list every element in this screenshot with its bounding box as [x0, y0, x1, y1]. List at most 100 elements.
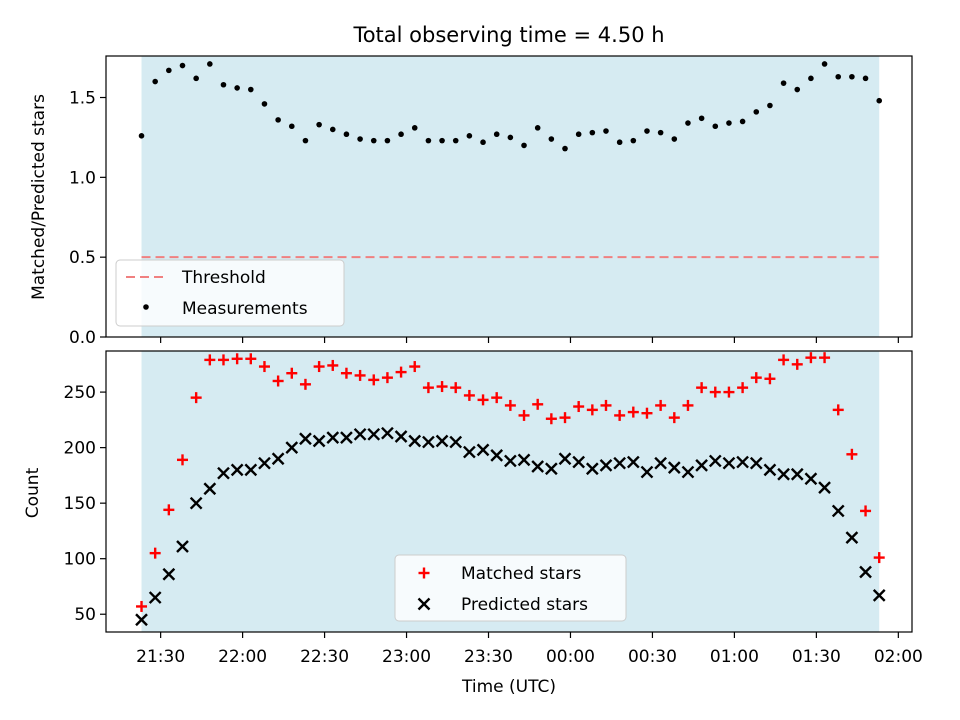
data-point: [644, 128, 650, 134]
matched-star-point: [559, 412, 571, 424]
predicted-star-point: [585, 462, 599, 476]
data-point: [753, 109, 760, 115]
legend: Threshold Measurements: [115, 259, 345, 327]
data-point: [548, 136, 555, 142]
predicted-star-point: [749, 456, 763, 470]
predicted-star-point: [189, 496, 203, 510]
matched-star-point: [709, 386, 721, 398]
predicted-star-point: [312, 434, 326, 448]
predicted-star-point: [531, 460, 545, 473]
predicted-star-point: [367, 427, 381, 441]
predicted-star-point: [422, 435, 435, 449]
matched-star-point: [791, 358, 803, 370]
x-axis-label: Time (UTC): [461, 677, 556, 697]
predicted-star-point: [230, 463, 244, 477]
predicted-star-point: [326, 431, 340, 444]
predicted-star-point: [244, 463, 258, 477]
predicted-star-point: [872, 588, 886, 602]
predicted-star-point: [626, 455, 640, 469]
data-point: [248, 86, 254, 93]
data-point: [698, 115, 705, 122]
predicted-star-point: [517, 453, 531, 467]
legend: Matched stars Predicted stars: [394, 554, 627, 622]
data-point: [685, 120, 691, 126]
data-point: [398, 131, 404, 138]
data-point: [384, 137, 391, 144]
predicted-star-point: [654, 456, 667, 470]
matched-star-point: [764, 373, 776, 385]
matched-star-point: [354, 369, 366, 381]
predicted-star-point: [299, 432, 312, 446]
predicted-star-point: [504, 454, 517, 468]
matched-star-point: [627, 406, 639, 418]
matched-star-point: [586, 404, 598, 416]
data-point: [507, 134, 514, 141]
matched-star-point: [600, 399, 612, 411]
legend-predicted-swatch: [417, 597, 431, 611]
y-ticks: 0.0 0.5 1.0 1.5: [69, 89, 106, 348]
matched-star-point: [299, 378, 311, 390]
data-point: [220, 81, 227, 88]
matched-star-point: [696, 382, 708, 394]
predicted-star-point: [417, 597, 431, 611]
x-tick-label: 02:00: [874, 647, 923, 667]
predicted-star-point: [449, 435, 463, 449]
legend-measurements-label: Measurements: [182, 299, 308, 319]
matched-star-point: [272, 375, 284, 387]
x-tick-label: 01:30: [792, 647, 841, 667]
data-point: [862, 75, 869, 82]
x-tick-label: 00:30: [628, 647, 677, 667]
data-point: [261, 101, 268, 107]
predicted-star-point: [545, 462, 558, 476]
predicted-star-point: [763, 463, 777, 477]
matched-star-point: [217, 354, 229, 366]
predicted-star-point: [845, 531, 859, 544]
x-tick-label: 00:00: [546, 647, 595, 667]
matched-star-point: [504, 399, 516, 411]
measurement-points: [138, 61, 883, 152]
matched-star-point: [491, 392, 503, 404]
x-tick-label: 21:30: [136, 647, 185, 667]
y-ticks: 50 100 150 200 250: [64, 383, 106, 625]
matched-star-point: [368, 374, 380, 386]
data-point: [534, 125, 541, 131]
matched-star-point: [231, 353, 243, 365]
legend-threshold-label: Threshold: [181, 268, 266, 288]
matched-star-point: [313, 361, 325, 373]
matched-star-point: [832, 404, 844, 416]
data-point: [562, 145, 568, 152]
predicted-star-point: [572, 455, 586, 469]
data-point: [275, 117, 281, 123]
y-axis-label: Matched/Predicted stars: [29, 94, 49, 300]
matched-star-point: [778, 354, 790, 366]
data-point: [193, 75, 199, 82]
x-tick-label: 23:30: [464, 647, 513, 667]
matched-star-point: [409, 361, 421, 373]
ratio-plot: Total observing time = 4.50 h 0.0 0.5 1.0 1…: [29, 23, 913, 348]
matched-star-point: [518, 409, 530, 421]
predicted-star-point: [790, 467, 804, 481]
plot-frame: [105, 350, 913, 633]
y-tick-label: 0.5: [69, 248, 96, 268]
predicted-star-point: [476, 443, 490, 457]
data-point: [739, 118, 746, 125]
predicted-star-point: [258, 456, 271, 470]
matched-star-point: [723, 386, 735, 398]
predicted-star-point: [394, 430, 408, 443]
data-point: [234, 85, 240, 91]
predicted-star-point: [148, 591, 162, 604]
data-point: [493, 131, 500, 138]
matched-star-point: [860, 505, 872, 517]
data-point: [671, 136, 678, 142]
predicted-star-point: [162, 567, 176, 581]
predicted-star-point: [859, 565, 872, 579]
predicted-star-point: [708, 454, 722, 468]
data-point: [207, 61, 213, 67]
data-point: [370, 137, 377, 144]
matched-star-point: [641, 407, 653, 419]
data-point: [821, 61, 828, 67]
y-tick-label: 0.0: [69, 328, 96, 348]
plot-title: Total observing time = 4.50 h: [352, 23, 664, 47]
data-point: [657, 129, 664, 136]
matched-star-point: [163, 504, 175, 516]
